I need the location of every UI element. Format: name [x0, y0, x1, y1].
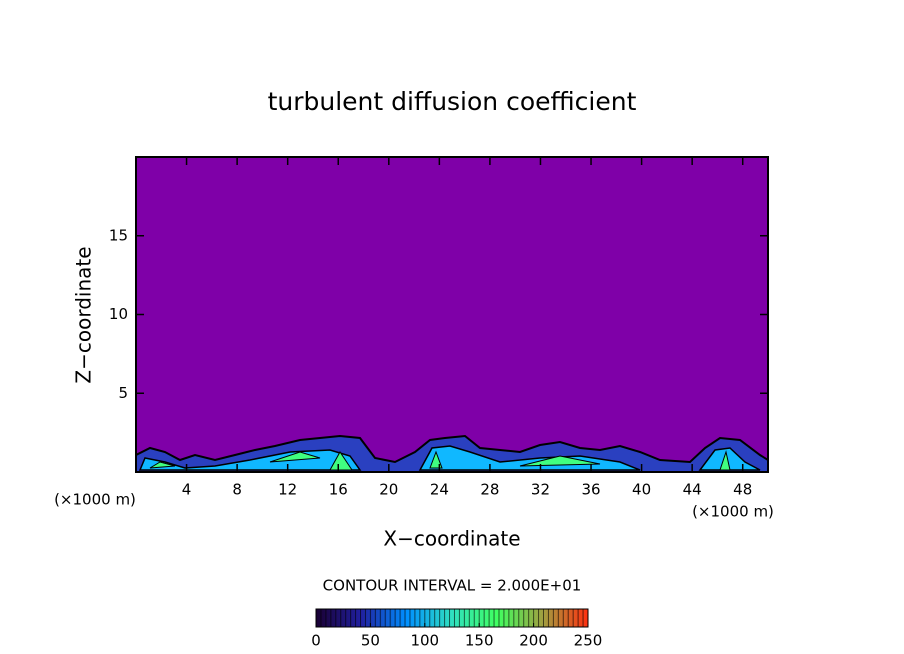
x-tick-label: 16	[329, 481, 348, 499]
x-unit-label: (×1000 m)	[692, 503, 774, 521]
turbulent-layer	[135, 434, 769, 473]
colorbar-tick-label: 100	[410, 632, 439, 650]
colorbar-tick-label: 200	[519, 632, 548, 650]
x-tick-label: 48	[733, 481, 752, 499]
colorbar-tick-label: 150	[465, 632, 494, 650]
x-tick-label: 12	[278, 481, 297, 499]
plot-background	[136, 157, 768, 472]
y-axis-label: Z−coordinate	[72, 246, 96, 383]
x-axis-label: X−coordinate	[383, 527, 520, 551]
y-tick-label: 10	[109, 305, 128, 323]
peak-diffusion-region	[149, 450, 731, 471]
x-tick-label: 44	[683, 481, 702, 499]
x-tick-label: 40	[632, 481, 651, 499]
x-tick-label: 8	[232, 481, 242, 499]
x-tick-label: 36	[581, 481, 600, 499]
colorbar-tick-label: 50	[361, 632, 380, 650]
y-tick-label: 15	[109, 226, 128, 244]
contour-interval: CONTOUR INTERVAL = 2.000E+01	[323, 577, 582, 595]
x-tick-label: 20	[379, 481, 398, 499]
x-tick-label: 24	[430, 481, 449, 499]
chart-title: turbulent diffusion coefficient	[268, 87, 637, 116]
colorbar-tick-label: 0	[311, 632, 321, 650]
high-diffusion-region	[138, 445, 761, 471]
y-tick-label: 5	[118, 384, 128, 402]
x-tick-label: 4	[182, 481, 192, 499]
x-unit-label: (×1000 m)	[54, 491, 136, 509]
colorbar	[315, 608, 589, 628]
x-tick-label: 32	[531, 481, 550, 499]
x-tick-label: 28	[480, 481, 499, 499]
colorbar-tick-label: 250	[574, 632, 603, 650]
